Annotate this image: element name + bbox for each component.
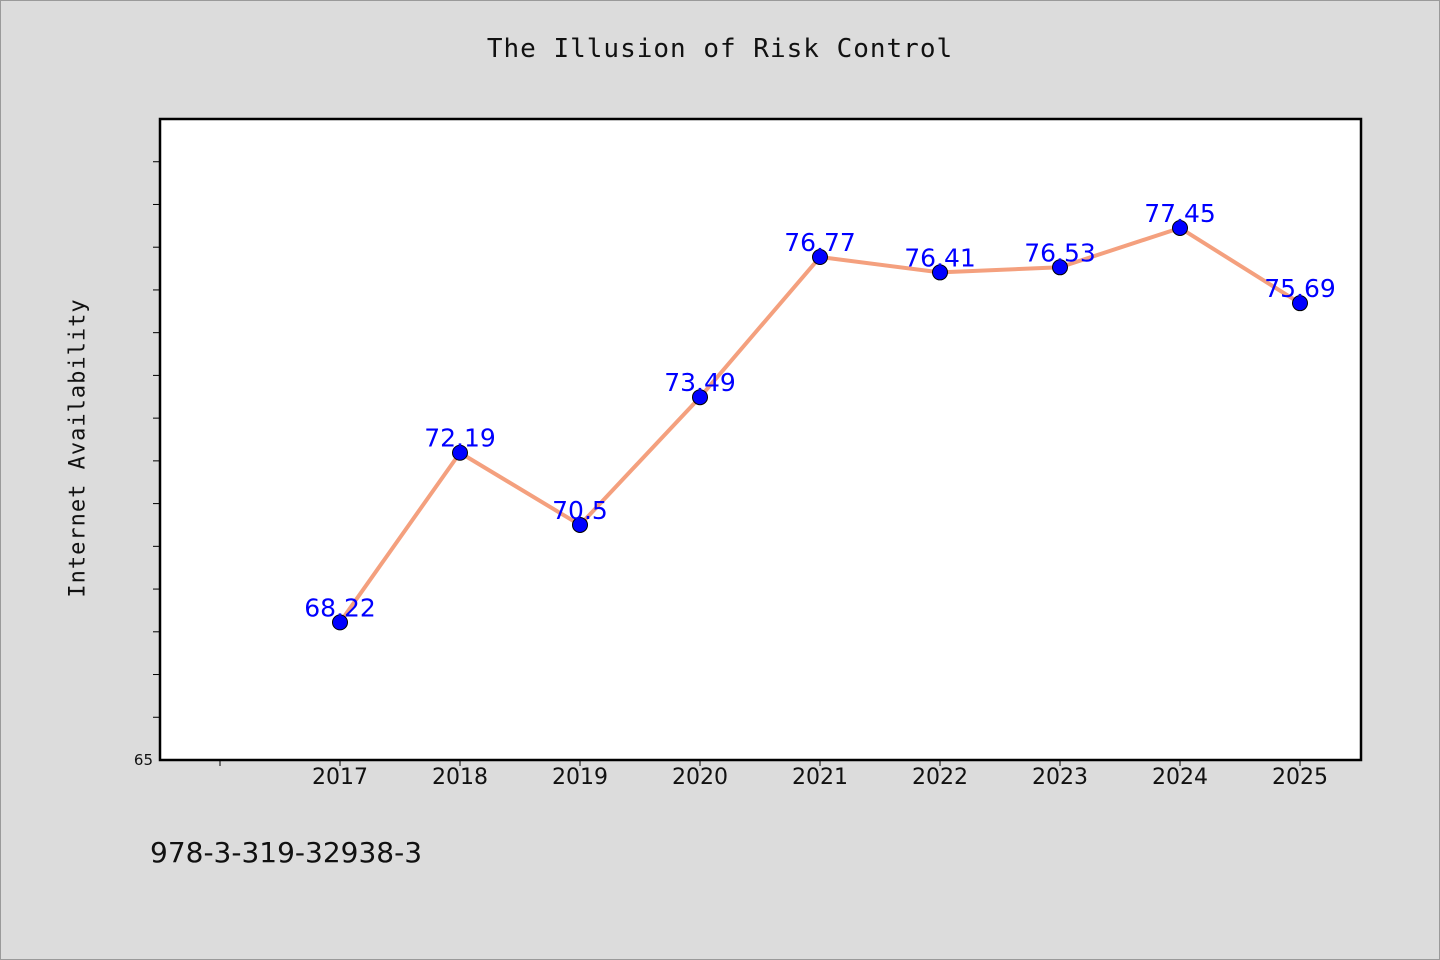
data-point — [452, 444, 468, 461]
plot-area — [158, 117, 1363, 762]
footnote-isbn: 978-3-319-32938-3 — [150, 836, 423, 869]
y-tick-label: 65 — [134, 751, 153, 769]
data-point — [1172, 219, 1188, 236]
data-labels: 68.22 72.19 70.5 73.49 76.77 76.41 76.53 77.45 7… — [304, 199, 1336, 622]
chart-title: The Illusion of Risk Control — [486, 34, 954, 64]
data-point — [572, 516, 588, 533]
x-tick-label: 2022 — [912, 765, 968, 790]
data-label: 73.49 — [664, 368, 736, 397]
data-point — [692, 389, 708, 406]
x-tick-label: 2023 — [1032, 765, 1088, 790]
axis-ticks: 65 2017 2018 2019 2020 2021 2022 2023 2024 2025 — [134, 161, 1328, 790]
data-point — [1292, 295, 1308, 312]
x-tick-label: 2025 — [1272, 765, 1328, 790]
data-point — [332, 614, 348, 631]
x-tick-label: 2018 — [432, 765, 488, 790]
data-label: 68.22 — [304, 593, 376, 622]
x-tick-label: 2020 — [672, 765, 728, 790]
data-point — [932, 264, 948, 281]
data-label: 75.69 — [1264, 274, 1336, 303]
x-tick-label: 2024 — [1152, 765, 1208, 790]
data-point — [812, 249, 828, 266]
data-label: 70.5 — [552, 496, 608, 525]
series-markers — [332, 219, 1308, 631]
data-label: 77.45 — [1144, 199, 1216, 228]
data-point — [1052, 259, 1068, 276]
data-label: 76.41 — [904, 243, 976, 272]
x-tick-label: 2019 — [552, 765, 608, 790]
x-tick-label: 2017 — [312, 765, 368, 790]
data-label: 72.19 — [424, 424, 496, 453]
data-label: 76.53 — [1024, 238, 1096, 267]
data-label: 76.77 — [784, 228, 856, 257]
x-tick-label: 2021 — [792, 765, 848, 790]
